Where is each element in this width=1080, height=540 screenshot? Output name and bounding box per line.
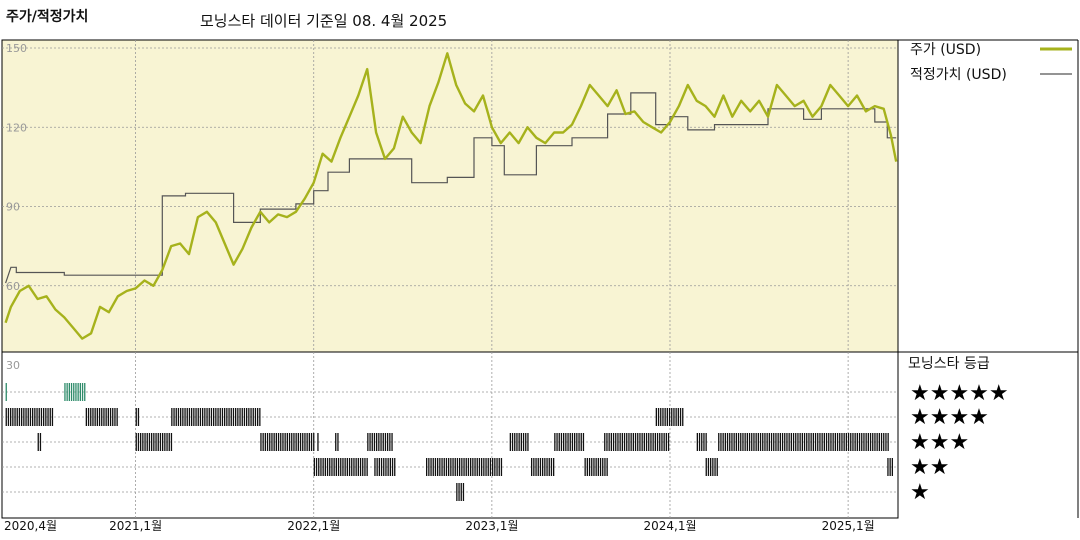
rating-bar-level-3: [37, 433, 42, 451]
rating-bar-level-3: [554, 433, 585, 451]
rating-bar-level-2: [705, 458, 718, 476]
rating-4-stars: ★★★★: [910, 405, 989, 430]
rating-bar-level-2: [313, 458, 368, 476]
rating-bar-level-2: [374, 458, 396, 476]
rating-bar-level-4: [655, 408, 684, 426]
y-tick-label: 150: [6, 42, 27, 55]
x-tick-labels: 2020,4월 2021,1월 2022,1월 2023,1월 2024,1월 2025,…: [4, 519, 875, 533]
rating-bar-level-3: [696, 433, 707, 451]
rating-2-stars: ★★: [910, 455, 949, 480]
fair-value-line: [5, 92, 897, 284]
y-tick-label: 90: [6, 201, 20, 214]
y-tick-label: 120: [6, 121, 27, 134]
rating-bar-level-3: [135, 433, 173, 451]
y-tick-label: 30: [6, 359, 20, 372]
rating-bar-level-2: [531, 458, 555, 476]
x-tick-label: 2024,1월: [643, 519, 696, 533]
rating-bar-level-5: [5, 383, 7, 401]
rating-bar-level-4: [85, 408, 118, 426]
rating-bar-level-3: [317, 433, 319, 451]
rating-bar-level-3: [509, 433, 529, 451]
rating-bar-level-4: [171, 408, 261, 426]
chart-left-title: 주가/적정가치: [6, 9, 89, 25]
rating-1-star: ★: [910, 480, 930, 505]
rating-bar-level-5: [64, 383, 86, 401]
x-tick-label: 2025,1월: [822, 519, 875, 533]
chart-main-title: 모닝스타 데이터 기준일 08. 4월 2025: [200, 12, 448, 30]
rating-bar-level-3: [260, 433, 315, 451]
rating-bar-level-1: [456, 483, 465, 501]
rating-panel-title: 모닝스타 등급: [908, 356, 990, 372]
y-tick-label: 60: [6, 280, 20, 293]
rating-3-stars: ★★★: [910, 430, 969, 455]
price-plot-border: [1, 39, 899, 353]
x-tick-label: 2023,1월: [465, 519, 518, 533]
price-plot-area: [2, 40, 898, 352]
rating-bar-level-3: [718, 433, 889, 451]
rating-bar-level-2: [584, 458, 608, 476]
x-tick-label: 2021,1월: [109, 519, 162, 533]
rating-bar-level-3: [604, 433, 670, 451]
legend-price-label: 주가 (USD): [910, 42, 981, 58]
legend-fair-value-label: 적정가치 (USD): [910, 67, 1007, 83]
rating-bar-level-4: [135, 408, 140, 426]
rating-bar-level-2: [426, 458, 503, 476]
rating-bar-level-3: [367, 433, 393, 451]
rating-bar-level-3: [335, 433, 339, 451]
x-tick-label: 2022,1월: [287, 519, 340, 533]
x-tick-label: 2020,4월: [4, 519, 57, 533]
rating-bar-level-4: [5, 408, 54, 426]
price-line: [4, 52, 898, 340]
rating-bar-level-2: [887, 458, 893, 476]
rating-5-stars: ★★★★★: [910, 381, 1009, 406]
rating-bars: [5, 383, 893, 501]
y-tick-labels: 150 120 90 60 30: [6, 42, 27, 372]
